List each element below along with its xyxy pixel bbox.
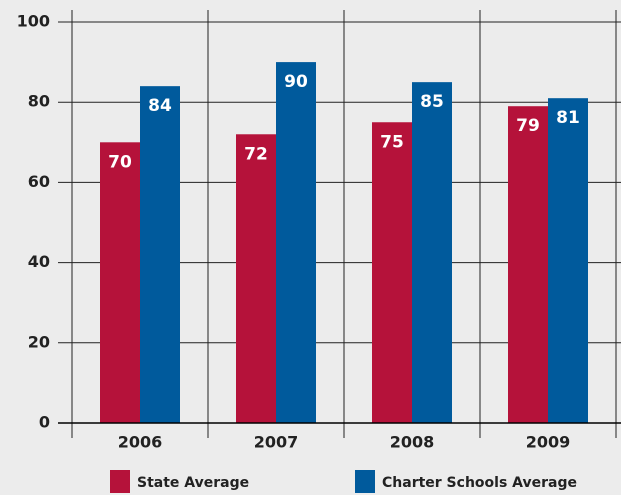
data-label: 79 (516, 116, 540, 136)
bar (276, 62, 316, 423)
y-tick-label: 80 (28, 92, 50, 111)
data-label: 75 (380, 132, 404, 152)
data-label: 70 (108, 152, 132, 172)
y-tick-label: 0 (39, 413, 50, 432)
y-tick-label: 40 (28, 252, 50, 271)
x-tick-label: 2007 (254, 433, 299, 452)
y-tick-label: 100 (17, 12, 50, 31)
x-tick-label: 2009 (526, 433, 571, 452)
bar (372, 122, 412, 423)
data-label: 90 (284, 72, 308, 92)
x-tick-label: 2008 (390, 433, 435, 452)
legend-label: State Average (137, 475, 249, 491)
bar (412, 82, 452, 424)
legend-swatch (355, 470, 375, 493)
bar (100, 142, 140, 424)
data-label: 85 (420, 92, 444, 112)
bar (508, 106, 548, 424)
bar (236, 134, 276, 423)
legend-label: Charter Schools Average (382, 475, 577, 491)
legend-swatch (110, 470, 130, 493)
data-label: 72 (244, 144, 268, 164)
bar (548, 98, 588, 423)
data-label: 81 (556, 108, 580, 128)
y-tick-label: 60 (28, 172, 50, 191)
data-label: 84 (148, 96, 172, 116)
y-tick-label: 20 (28, 332, 50, 351)
x-tick-label: 2006 (118, 433, 163, 452)
bar (140, 86, 180, 423)
